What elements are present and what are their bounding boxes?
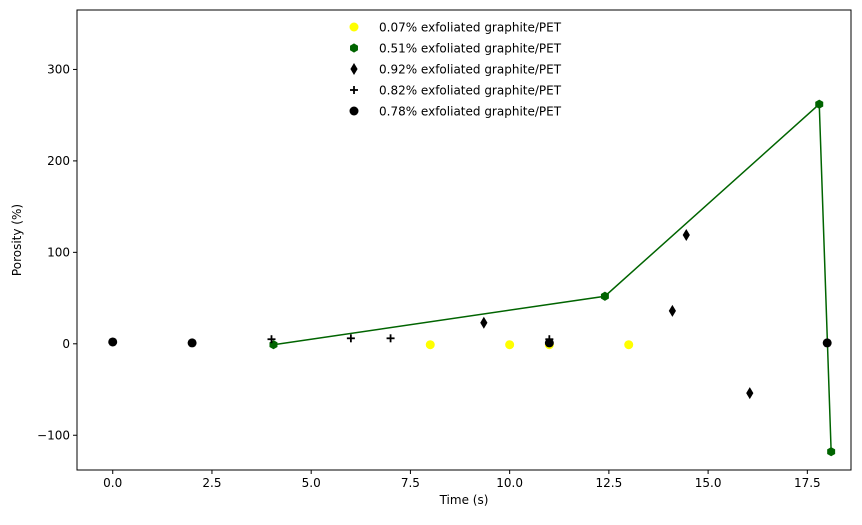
series-1-point — [827, 447, 836, 457]
legend: 0.07% exfoliated graphite/PET 0.51% exfol… — [349, 20, 562, 118]
y-axis-label: Porosity (%) — [10, 204, 24, 276]
legend-marker-4 — [349, 106, 359, 116]
legend-label-1: 0.51% exfoliated graphite/PET — [379, 41, 562, 55]
legend-label-3: 0.82% exfoliated graphite/PET — [379, 83, 562, 97]
legend-item-1: 0.51% exfoliated graphite/PET — [350, 41, 562, 55]
series-0-point — [505, 340, 515, 350]
y-tick-label: 200 — [47, 154, 70, 168]
legend-label-4: 0.78% exfoliated graphite/PET — [379, 104, 562, 118]
series-0-point — [624, 340, 634, 350]
x-tick-label: 5.0 — [302, 476, 321, 490]
series-0-point — [425, 340, 435, 350]
series-2-point — [746, 387, 754, 400]
x-tick-label: 2.5 — [202, 476, 221, 490]
series-1-point — [600, 291, 609, 301]
legend-label-0: 0.07% exfoliated graphite/PET — [379, 20, 562, 34]
y-tick-label: 100 — [47, 246, 70, 260]
x-tick-label: 17.5 — [794, 476, 821, 490]
series-3-point — [386, 334, 395, 343]
legend-marker-2 — [350, 63, 358, 75]
legend-label-2: 0.92% exfoliated graphite/PET — [379, 62, 562, 76]
legend-item-3: 0.82% exfoliated graphite/PET — [350, 83, 562, 97]
series-3-point — [346, 334, 355, 343]
x-axis-label: Time (s) — [439, 493, 489, 507]
series-4-point — [822, 338, 832, 348]
series-1-point — [815, 99, 824, 109]
legend-marker-0 — [349, 22, 359, 32]
y-tick-label: 0 — [62, 337, 70, 351]
legend-marker-3 — [350, 86, 358, 94]
series-4-point — [108, 337, 118, 347]
series-2-point — [682, 228, 690, 241]
series-1 — [269, 99, 836, 457]
x-tick-label: 10.0 — [496, 476, 523, 490]
y-tick-label: 300 — [47, 63, 70, 77]
series-4 — [108, 337, 832, 348]
y-tick-label: −100 — [37, 429, 70, 443]
x-tick-label: 12.5 — [596, 476, 623, 490]
series-2-point — [668, 304, 676, 317]
x-tick-label: 7.5 — [401, 476, 420, 490]
axes-frame — [76, 9, 852, 471]
plot-marks — [108, 99, 836, 457]
series-1-line — [273, 102, 832, 452]
series-4-point — [544, 338, 554, 348]
series-4-point — [187, 338, 197, 348]
legend-item-2: 0.92% exfoliated graphite/PET — [350, 62, 562, 76]
x-tick-label: 0.0 — [103, 476, 122, 490]
legend-item-4: 0.78% exfoliated graphite/PET — [349, 104, 562, 118]
x-axis-ticks: 0.0 2.5 5.0 7.5 10.0 12.5 15.0 17.5 — [103, 470, 821, 490]
series-2 — [480, 228, 754, 400]
series-3-point — [267, 335, 276, 344]
legend-item-0: 0.07% exfoliated graphite/PET — [349, 20, 562, 34]
x-tick-label: 15.0 — [695, 476, 722, 490]
series-2-point — [480, 316, 488, 329]
y-axis-ticks: −100 0 100 200 300 — [37, 63, 77, 443]
legend-marker-1 — [350, 43, 358, 53]
